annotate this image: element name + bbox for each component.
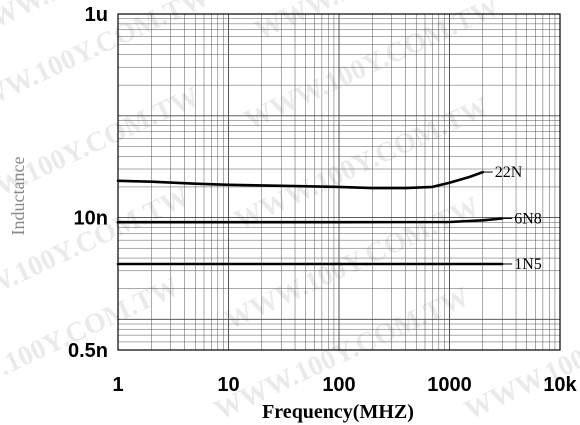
y-tick-label: 10n [74,208,108,230]
y-tick-label: 0.5n [68,340,108,362]
x-tick-label: 100 [322,374,355,396]
watermark-text: WWW.100Y.COM.TW [460,281,580,425]
x-tick-label: 1 [112,374,123,396]
series-label-6n8: 6N8 [514,210,542,227]
y-tick-label: 1u [85,4,108,26]
plot-grid [117,14,560,351]
y-axis-title: Inductance [8,157,28,236]
series-line-22n [116,170,485,190]
x-tick-labels: 1 10 100 1000 10k [112,374,577,396]
plot-frame [117,13,561,351]
series-label-1n5: 1N5 [514,256,542,273]
series-line-6n8 [116,217,504,224]
x-tick-label: 10k [543,374,577,396]
x-axis-title: Frequency(MHZ) [262,401,414,423]
y-tick-labels: 1u 10n 0.5n [68,4,108,362]
series-curves: 22N 6N8 1N5 [116,164,542,273]
series-label-22n: 22N [495,164,523,181]
x-tick-label: 1000 [427,374,472,396]
x-tick-label: 10 [217,374,239,396]
